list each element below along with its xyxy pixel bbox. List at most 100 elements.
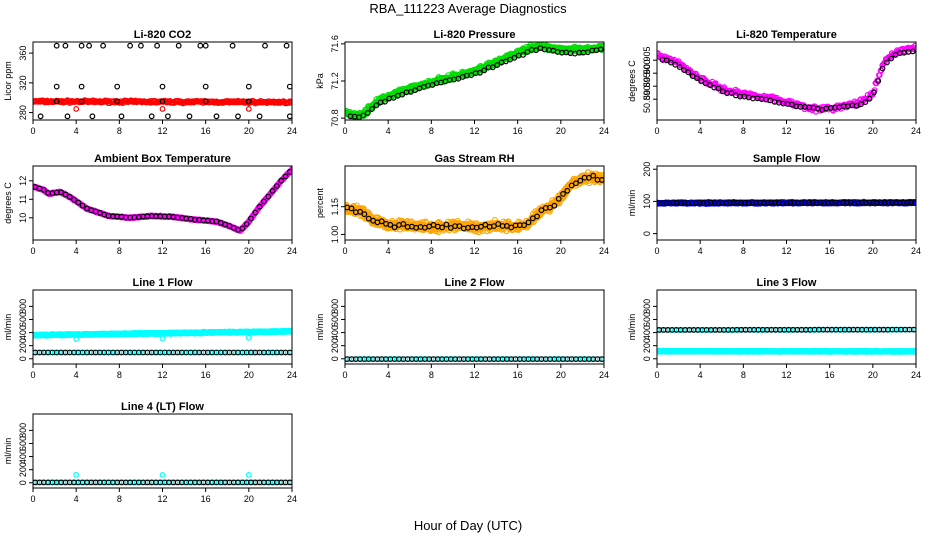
point-reference-6 <box>78 42 85 49</box>
point-reference-63 <box>893 199 899 206</box>
y-tick-label: 400 <box>18 325 28 340</box>
point-reference-4 <box>670 199 677 206</box>
point-reference-17 <box>148 113 155 120</box>
y-tick-label: 400 <box>18 449 28 464</box>
point-reference-12 <box>399 91 406 98</box>
point-reference-13 <box>400 220 407 227</box>
chart-data-7 <box>33 327 292 356</box>
x-tick-label: 8 <box>117 494 122 504</box>
x-tick-label: 0 <box>30 126 35 136</box>
y-tick-label: 50.895 <box>642 72 652 100</box>
x-tick-label: 20 <box>556 126 566 136</box>
point-reference-3 <box>357 208 364 215</box>
point-reference-49 <box>871 89 877 96</box>
x-tick-label: 12 <box>781 126 791 136</box>
point-reference-54 <box>859 199 865 206</box>
point-flow-60 <box>289 479 292 486</box>
x-tick-label: 20 <box>244 126 254 136</box>
x-tick-label: 12 <box>157 494 167 504</box>
point-reference-8 <box>382 98 388 105</box>
point-reference-10 <box>75 199 82 206</box>
chart-title: Sample Flow <box>753 153 821 165</box>
y-tick-label: 1.15 <box>330 198 340 216</box>
y-tick-label: 50.900 <box>642 59 652 87</box>
point-reference-10 <box>89 113 96 120</box>
y-tick-label: 71.2 <box>330 72 340 90</box>
plot-frame <box>32 165 293 241</box>
chart-data-8 <box>345 356 604 363</box>
point-sample-600 <box>600 42 604 49</box>
point-reference-5 <box>64 113 71 120</box>
point-reference-45 <box>825 199 831 206</box>
y-axis-label: ml/min <box>627 190 637 217</box>
y-tick-label: 11 <box>18 195 28 204</box>
point-reference-16 <box>715 200 722 206</box>
y-tick-label: 50.905 <box>642 46 652 74</box>
point-reference-21 <box>734 199 741 206</box>
point-reference-9 <box>86 42 92 49</box>
point-reference-65 <box>900 199 907 206</box>
y-axis-label: percent <box>315 187 325 218</box>
point-reference-9 <box>698 77 705 84</box>
point-reference-49 <box>243 221 250 227</box>
point-reference-51 <box>847 199 854 206</box>
x-tick-label: 16 <box>201 246 211 256</box>
point-reference-27 <box>202 98 209 105</box>
point-reference-66 <box>904 199 911 206</box>
x-tick-label: 8 <box>117 370 122 380</box>
point-reference-55 <box>862 199 869 206</box>
chart-data-9 <box>657 326 916 355</box>
point-reference-42 <box>525 219 532 226</box>
point-reference-51 <box>564 187 571 194</box>
point-reference-0 <box>37 113 44 120</box>
x-tick-label: 16 <box>513 370 523 380</box>
point-reference-59 <box>286 479 292 486</box>
x-tick-label: 4 <box>698 370 703 380</box>
point-reference-53 <box>888 55 895 62</box>
point-reference-23 <box>443 221 450 228</box>
x-tick-label: 20 <box>868 370 878 380</box>
point-reference-58 <box>874 199 881 206</box>
point-flow-60 <box>601 356 604 362</box>
point-reference-54 <box>265 193 272 200</box>
point-reference-11 <box>707 82 713 88</box>
point-reference-13 <box>704 200 711 207</box>
x-tick-label: 24 <box>911 246 921 256</box>
chart-title: Line 4 (LT) Flow <box>121 401 204 413</box>
point-reference-9 <box>689 200 695 207</box>
x-tick-label: 20 <box>556 246 566 256</box>
point-spikes-1 <box>159 335 166 342</box>
point-reference-51 <box>252 209 259 216</box>
x-tick-label: 12 <box>157 246 167 256</box>
point-reference-31 <box>772 199 779 206</box>
point-reference-28 <box>760 199 767 206</box>
point-reference-29 <box>229 42 236 49</box>
y-axis-label: ml/min <box>3 314 13 341</box>
point-reference-59 <box>910 326 916 333</box>
point-reference-22 <box>439 224 446 231</box>
point-reference-2 <box>40 186 47 193</box>
point-reference-57 <box>590 172 597 179</box>
point-reference-33 <box>489 64 496 71</box>
y-tick-label: 0 <box>642 231 652 236</box>
point-reference-28 <box>213 113 220 120</box>
chart-data-3 <box>657 42 916 115</box>
point-reference-30 <box>477 69 483 76</box>
point-reference-3 <box>666 200 673 207</box>
point-reference-59 <box>286 349 292 356</box>
point-reference-37 <box>794 200 801 206</box>
point-reference-60 <box>881 199 888 206</box>
x-tick-label: 16 <box>201 494 211 504</box>
point-reference-8 <box>78 98 85 105</box>
y-tick-label: 0 <box>18 356 28 361</box>
point-reference-8 <box>66 193 73 200</box>
point-reference-47 <box>832 199 839 206</box>
point-reference-7 <box>62 191 69 198</box>
x-tick-label: 4 <box>74 126 79 136</box>
point-reference-4 <box>676 64 683 70</box>
y-axis-label: degrees C <box>3 182 13 224</box>
